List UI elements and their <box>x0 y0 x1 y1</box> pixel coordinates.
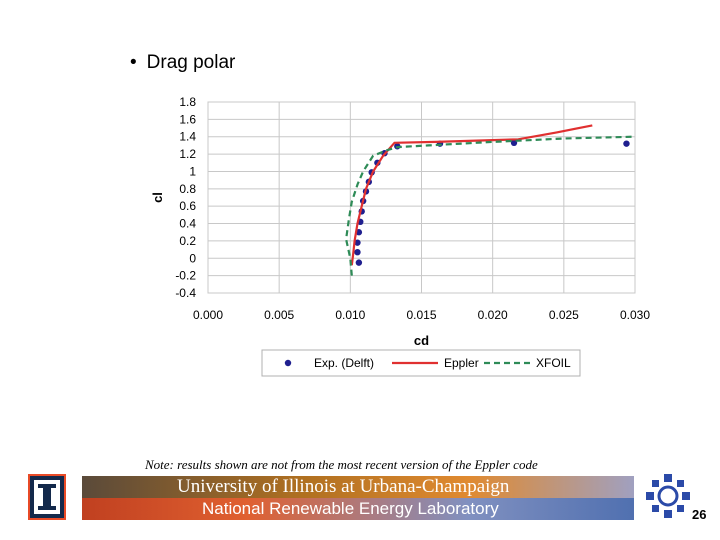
eppler-line <box>350 124 593 266</box>
x-tick-label: 0.020 <box>478 308 508 322</box>
xfoil-line <box>344 135 636 276</box>
footer-banner-top: University of Illinois at Urbana-Champai… <box>82 476 634 498</box>
y-tick-label: -0.2 <box>175 269 196 283</box>
footer-university: University of Illinois at Urbana-Champai… <box>177 476 510 497</box>
exp-delft-point <box>355 259 363 266</box>
exp-delft-point <box>354 248 361 256</box>
logo-cap-bottom <box>38 506 56 510</box>
y-tick-label: 1.6 <box>179 112 196 126</box>
y-axis-label: cl <box>150 192 165 203</box>
x-tick-label: 0.010 <box>335 308 365 322</box>
x-axis-label: cd <box>414 333 429 348</box>
y-tick-label: 0.4 <box>179 217 196 231</box>
legend-label: XFOIL <box>536 356 571 370</box>
x-tick-label: 0.025 <box>549 308 579 322</box>
exp-delft-point <box>623 140 630 147</box>
y-tick-label: 1.8 <box>179 95 196 109</box>
footer-nrel: National Renewable Energy Laboratory <box>202 499 499 518</box>
y-tick-label: 0.6 <box>179 199 196 213</box>
x-tick-label: 0.005 <box>264 308 294 322</box>
legend-marker-exp <box>284 359 292 367</box>
y-tick-label: 0 <box>189 251 196 265</box>
page-number: 26 <box>692 507 707 522</box>
y-tick-label: 1 <box>189 164 196 178</box>
y-tick-label: 0.2 <box>179 234 196 248</box>
bullet-item: • Drag polar <box>130 52 235 74</box>
footer-banner-bottom: National Renewable Energy Laboratory <box>82 498 634 520</box>
y-tick-label: 1.4 <box>179 130 196 144</box>
bullet-dot: • <box>130 52 137 73</box>
x-tick-label: 0.030 <box>620 308 650 322</box>
y-tick-label: 1.2 <box>179 147 196 161</box>
x-tick-label: 0.000 <box>193 308 223 322</box>
nrel-logo-icon <box>646 474 690 518</box>
logo-bar <box>43 484 51 510</box>
note-text: Note: results shown are not from the mos… <box>145 457 538 472</box>
x-tick-label: 0.015 <box>406 308 436 322</box>
legend-label: Exp. (Delft) <box>314 356 374 370</box>
illinois-logo <box>28 474 66 520</box>
legend-label: Eppler <box>444 356 479 370</box>
y-tick-label: 0.8 <box>179 182 196 196</box>
bullet-text: Drag polar <box>146 52 236 73</box>
y-tick-label: -0.4 <box>175 286 196 300</box>
exp-delft-point <box>354 239 361 246</box>
exp-delft-point <box>510 139 518 147</box>
